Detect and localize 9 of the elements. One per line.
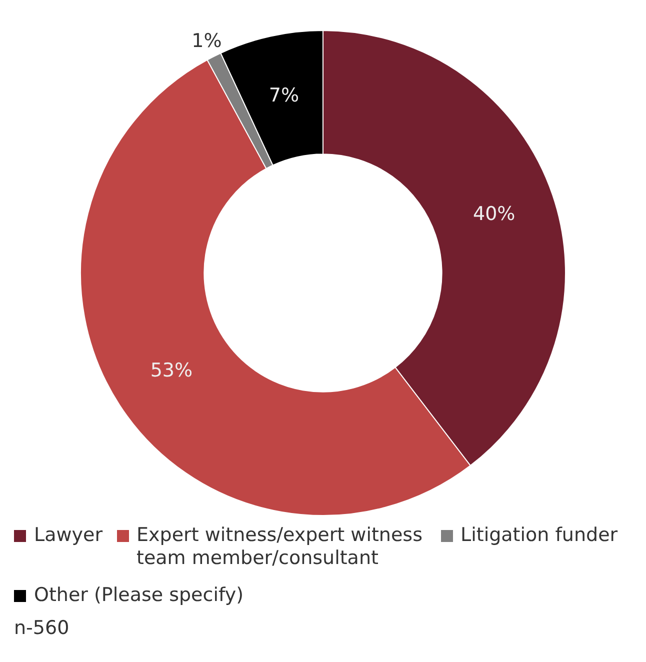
data-label: 40% — [472, 202, 516, 225]
legend-label: Litigation funder — [460, 524, 618, 547]
data-label: 1% — [192, 30, 222, 52]
text: n-560 — [14, 617, 70, 639]
legend-label: Lawyer — [34, 524, 103, 547]
legend-label: Other (Please specify) — [34, 584, 244, 607]
legend-label: Expert witness/expert witness team member/consultant — [136, 524, 424, 570]
data-label: 7% — [268, 84, 300, 107]
data-label: 53% — [150, 359, 193, 382]
